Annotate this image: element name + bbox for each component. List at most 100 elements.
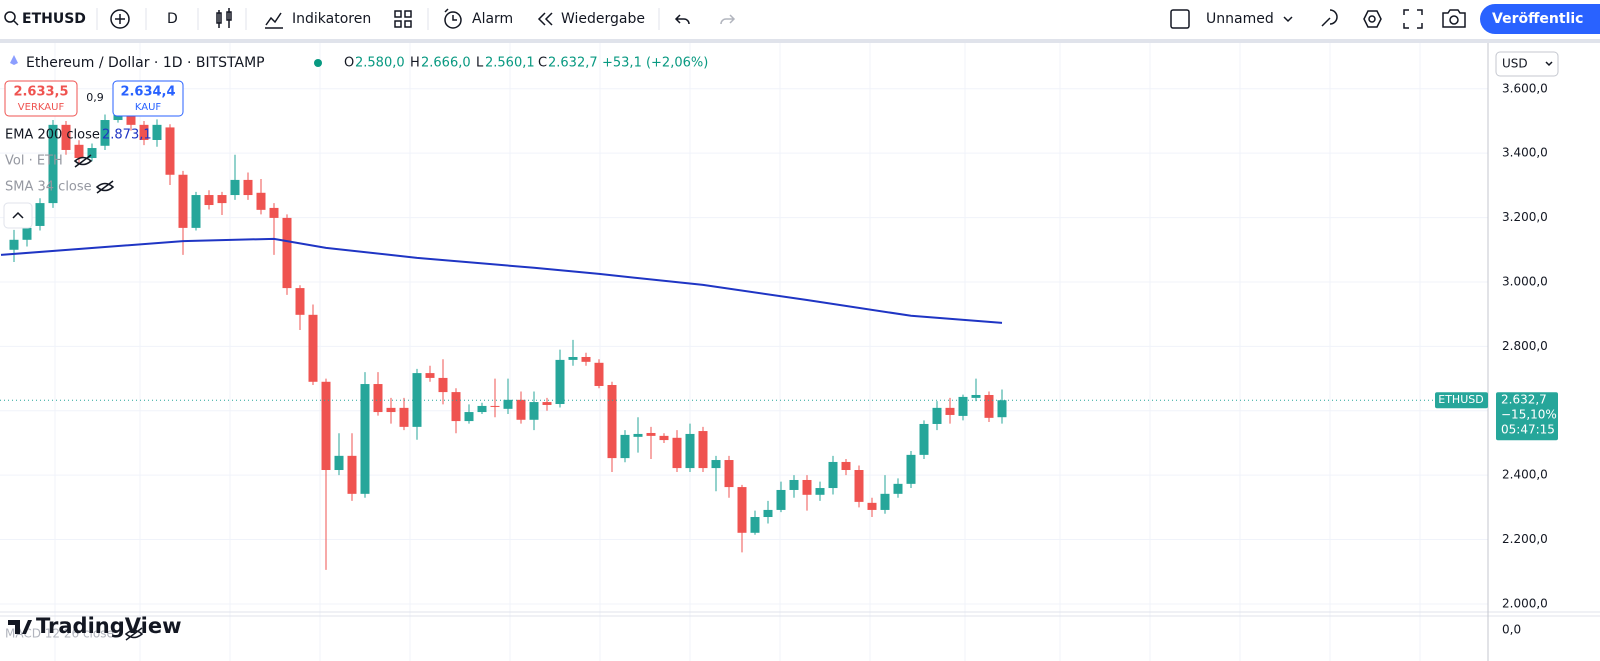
hidden-icon[interactable]	[124, 627, 144, 641]
candle-body	[711, 460, 721, 469]
candle-body	[204, 195, 214, 206]
candle-body	[854, 470, 864, 502]
alarm[interactable]: Alarm	[472, 11, 513, 27]
price-tick-label: 3.400,0	[1502, 146, 1548, 160]
toolbar-border	[0, 39, 1600, 43]
candle-body	[373, 384, 383, 413]
price-tag-change: −15,10%	[1501, 408, 1557, 422]
symbol[interactable]: ETHUSD	[22, 11, 86, 27]
templates[interactable]	[394, 10, 412, 28]
candle-body	[958, 396, 968, 416]
publish-label: Veröffentlic	[1492, 11, 1583, 27]
buy-button[interactable]	[112, 80, 184, 117]
publish-button[interactable]	[1480, 4, 1600, 34]
legend-c: C	[538, 56, 547, 71]
candle-body	[360, 384, 370, 494]
layout-menu[interactable]	[1283, 16, 1293, 23]
alarm-icon[interactable]	[444, 11, 462, 29]
indicators-icon[interactable]	[265, 12, 283, 29]
ema-value: 2.873,1	[102, 128, 152, 143]
add-symbol-icon	[115, 14, 125, 24]
symbol-tag	[1435, 392, 1488, 409]
search-icon	[13, 20, 19, 26]
candle-body	[490, 405, 500, 407]
hidden-icon[interactable]	[73, 154, 93, 168]
currency[interactable]: USD	[1502, 57, 1528, 71]
sell-price: 2.633,5	[13, 85, 68, 100]
interval[interactable]: D	[167, 11, 178, 27]
replay-icon[interactable]	[537, 12, 553, 26]
replay[interactable]: Wiedergabe	[561, 11, 645, 27]
fullscreen[interactable]	[1403, 9, 1423, 29]
candle-body	[308, 314, 318, 382]
layout-checkbox[interactable]	[1170, 9, 1190, 29]
candle-body	[87, 148, 97, 159]
candle-body	[919, 423, 929, 455]
sell-label: VERKAUF	[18, 102, 65, 113]
candle-body	[763, 509, 773, 518]
candle-body	[256, 192, 266, 210]
quick-search[interactable]	[1321, 9, 1338, 27]
search-icon[interactable]	[4, 11, 16, 23]
spread: 0,9	[86, 91, 104, 104]
legend-title: Ethereum / Dollar · 1D · BITSTAMP	[26, 55, 265, 71]
candle-body	[334, 455, 344, 471]
price-tag	[1496, 392, 1558, 441]
settings[interactable]	[1363, 10, 1382, 28]
candle-body	[165, 127, 175, 175]
candle-body	[451, 392, 461, 422]
candle-body	[178, 174, 188, 228]
candle-body	[113, 114, 123, 121]
indicators[interactable]: Indikatoren	[292, 11, 371, 27]
collapse-button[interactable]	[3, 202, 33, 229]
candle-body	[35, 203, 45, 226]
volume-legend: Vol · ETH	[5, 154, 63, 169]
candle-body	[776, 489, 786, 510]
candle-body	[61, 124, 71, 150]
price-tick-label: 2.000,0	[1502, 596, 1548, 610]
candle-body	[100, 120, 110, 146]
candle-body	[230, 179, 240, 196]
currency-menu	[1545, 61, 1553, 67]
candle-body	[282, 217, 292, 289]
currency-button[interactable]	[1495, 51, 1559, 77]
candle-body	[48, 124, 58, 204]
layout-name[interactable]: Unnamed	[1206, 11, 1274, 27]
legend-low: 2.560,1	[485, 56, 535, 71]
legend-open: 2.580,0	[355, 56, 405, 71]
candle-body	[620, 434, 630, 459]
candle-body	[191, 195, 201, 228]
snapshot[interactable]	[1442, 9, 1466, 28]
candle-body	[555, 359, 565, 405]
candle-body	[152, 124, 162, 140]
candle-body	[659, 435, 669, 441]
candle-body	[464, 412, 474, 422]
collapse-icon	[12, 211, 24, 219]
buy-label: KAUF	[135, 102, 162, 113]
candle-body	[399, 407, 409, 427]
settings	[1368, 15, 1376, 23]
candle-body	[594, 362, 604, 386]
candle-body	[347, 455, 357, 494]
candle-body	[9, 239, 19, 250]
symbol-tag-label: ETHUSD	[1438, 393, 1483, 406]
candle-body	[880, 493, 890, 510]
toolbar: ETHUSD D Indikatoren Alarm Wiedergabe Un…	[4, 4, 1600, 34]
candle-body	[646, 432, 656, 436]
price-tag-countdown: 05:47:15	[1501, 423, 1555, 437]
price-grid	[0, 88, 1488, 605]
chart-type[interactable]	[216, 8, 232, 28]
hidden-icon[interactable]	[95, 180, 115, 194]
sell-button[interactable]	[4, 80, 78, 117]
undo[interactable]	[674, 14, 690, 25]
candle-body	[503, 399, 513, 409]
add-symbol[interactable]	[110, 9, 130, 29]
redo[interactable]	[720, 14, 736, 25]
alarm-icon	[444, 8, 457, 21]
price-tick-label: 3.000,0	[1502, 274, 1548, 288]
candle-body	[971, 394, 981, 398]
legend-o: O	[344, 56, 354, 71]
legend-l: L	[476, 56, 484, 71]
candle-body	[321, 381, 331, 471]
